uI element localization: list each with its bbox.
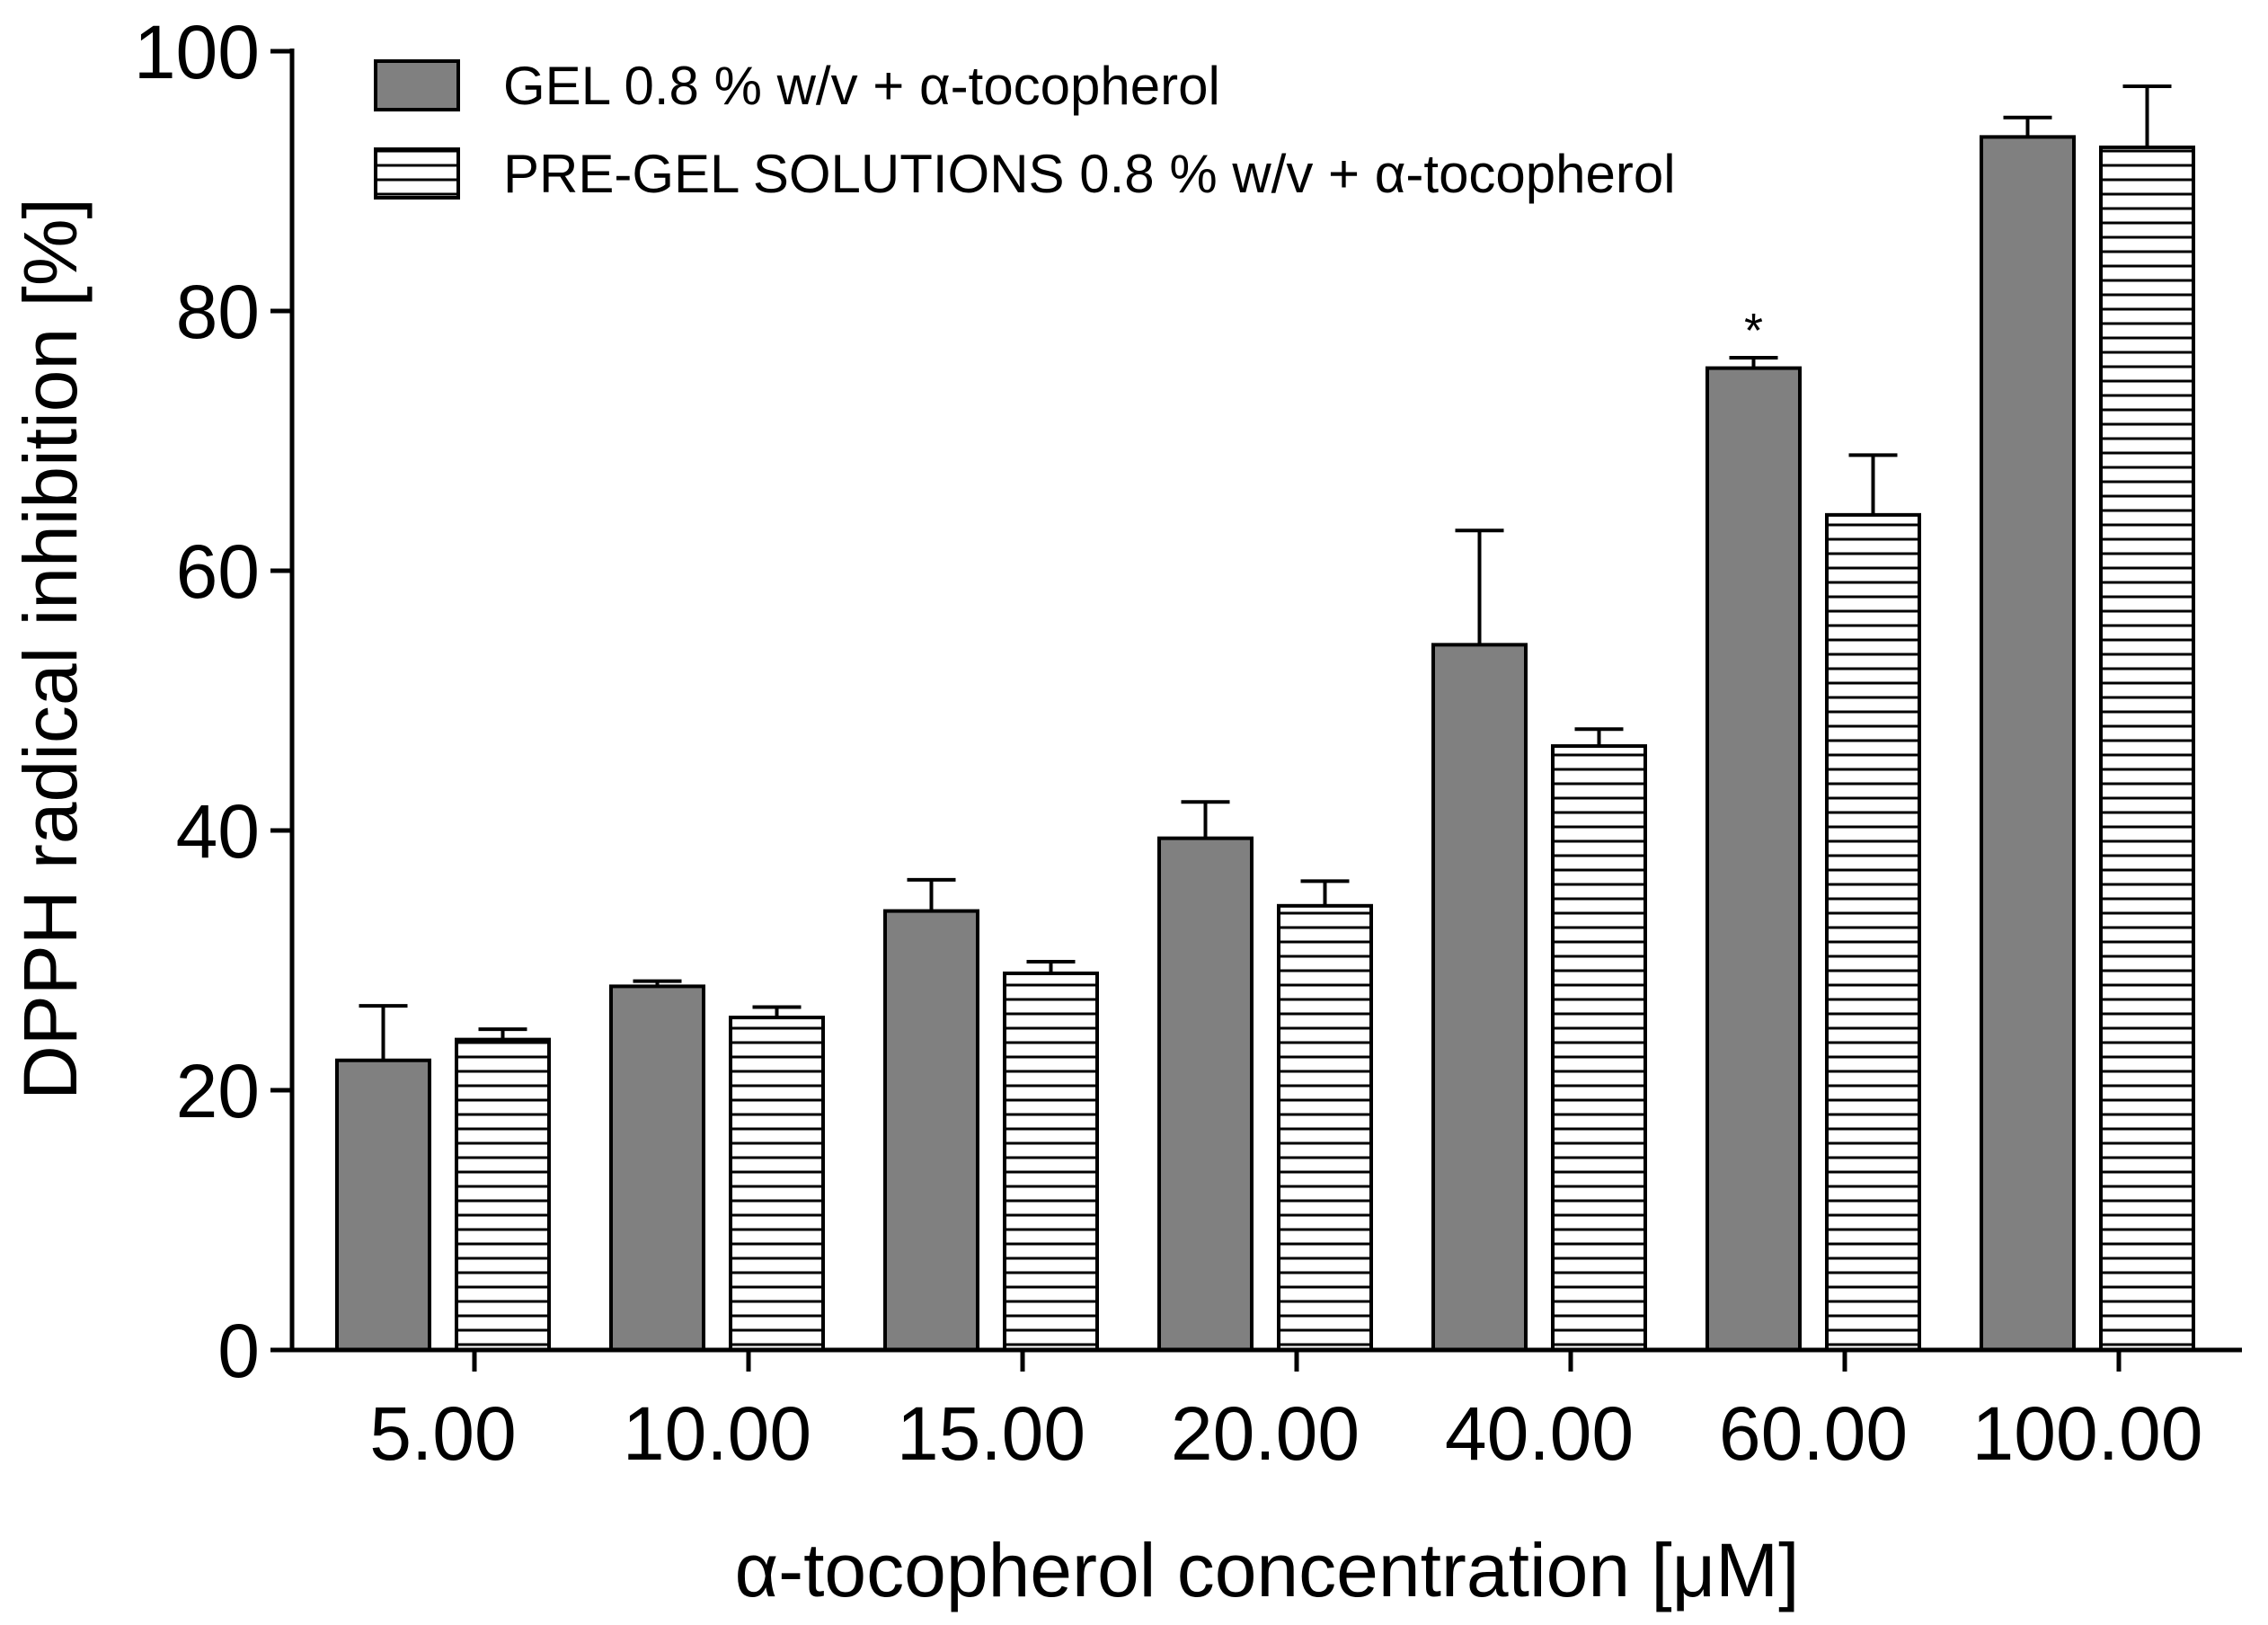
bar-gel-100.00 [1980,135,2076,1352]
y-tick-label: 20 [176,1049,260,1133]
bar-pre-gel-60.00 [1825,512,1921,1352]
bar-pre-gel-20.00 [1277,903,1373,1352]
bar-pre-gel-5.00 [455,1037,551,1353]
y-tick-label: 40 [176,789,260,874]
x-tick-label: 10.00 [623,1391,811,1476]
y-tick-label: 60 [176,529,260,614]
legend-swatch [374,59,460,111]
bar-gel-10.00 [609,984,705,1353]
bar-gel-15.00 [883,909,979,1353]
x-tick-label: 60.00 [1719,1391,1908,1476]
x-tick-label: 40.00 [1445,1391,1634,1476]
y-tick-label: 80 [176,270,260,354]
y-axis-title: DPPH radical inhibition [%] [8,198,93,1100]
axes-layer: 5.00 10.00 15.00 20.00 40.00 60.00 100.00 0 20 40… [134,10,2242,1476]
bar-gel-5.00 [335,1058,431,1352]
bar-gel-40.00 [1431,643,1528,1352]
legend: GEL 0.8 % w/v + α-tocopherol PRE-GEL SOLU… [374,56,1676,204]
y-tick-label: 0 [217,1309,260,1393]
legend-label: PRE-GEL SOLUTIONS 0.8 % w/v + α-tocopher… [503,144,1676,204]
bar-pre-gel-15.00 [1003,971,1099,1352]
bar-gel-20.00 [1157,836,1254,1352]
bar-pre-gel-40.00 [1551,744,1647,1352]
significance-marker: * [1744,304,1763,358]
x-tick-label: 15.00 [897,1391,1085,1476]
bars-layer: * [335,84,2195,1353]
bar-pre-gel-10.00 [729,1016,825,1352]
x-tick-label: 5.00 [369,1391,517,1476]
x-axis-title: α-tocopherol concentration [μM] [735,1528,1800,1612]
legend-label: GEL 0.8 % w/v + α-tocopherol [503,56,1220,116]
x-tick-label: 100.00 [1972,1391,2203,1476]
bar-gel-60.00 [1705,366,1802,1353]
bar-pre-gel-100.00 [2099,145,2195,1352]
x-tick-label: 20.00 [1171,1391,1360,1476]
legend-swatch [374,147,460,200]
y-tick-label: 100 [134,10,260,94]
